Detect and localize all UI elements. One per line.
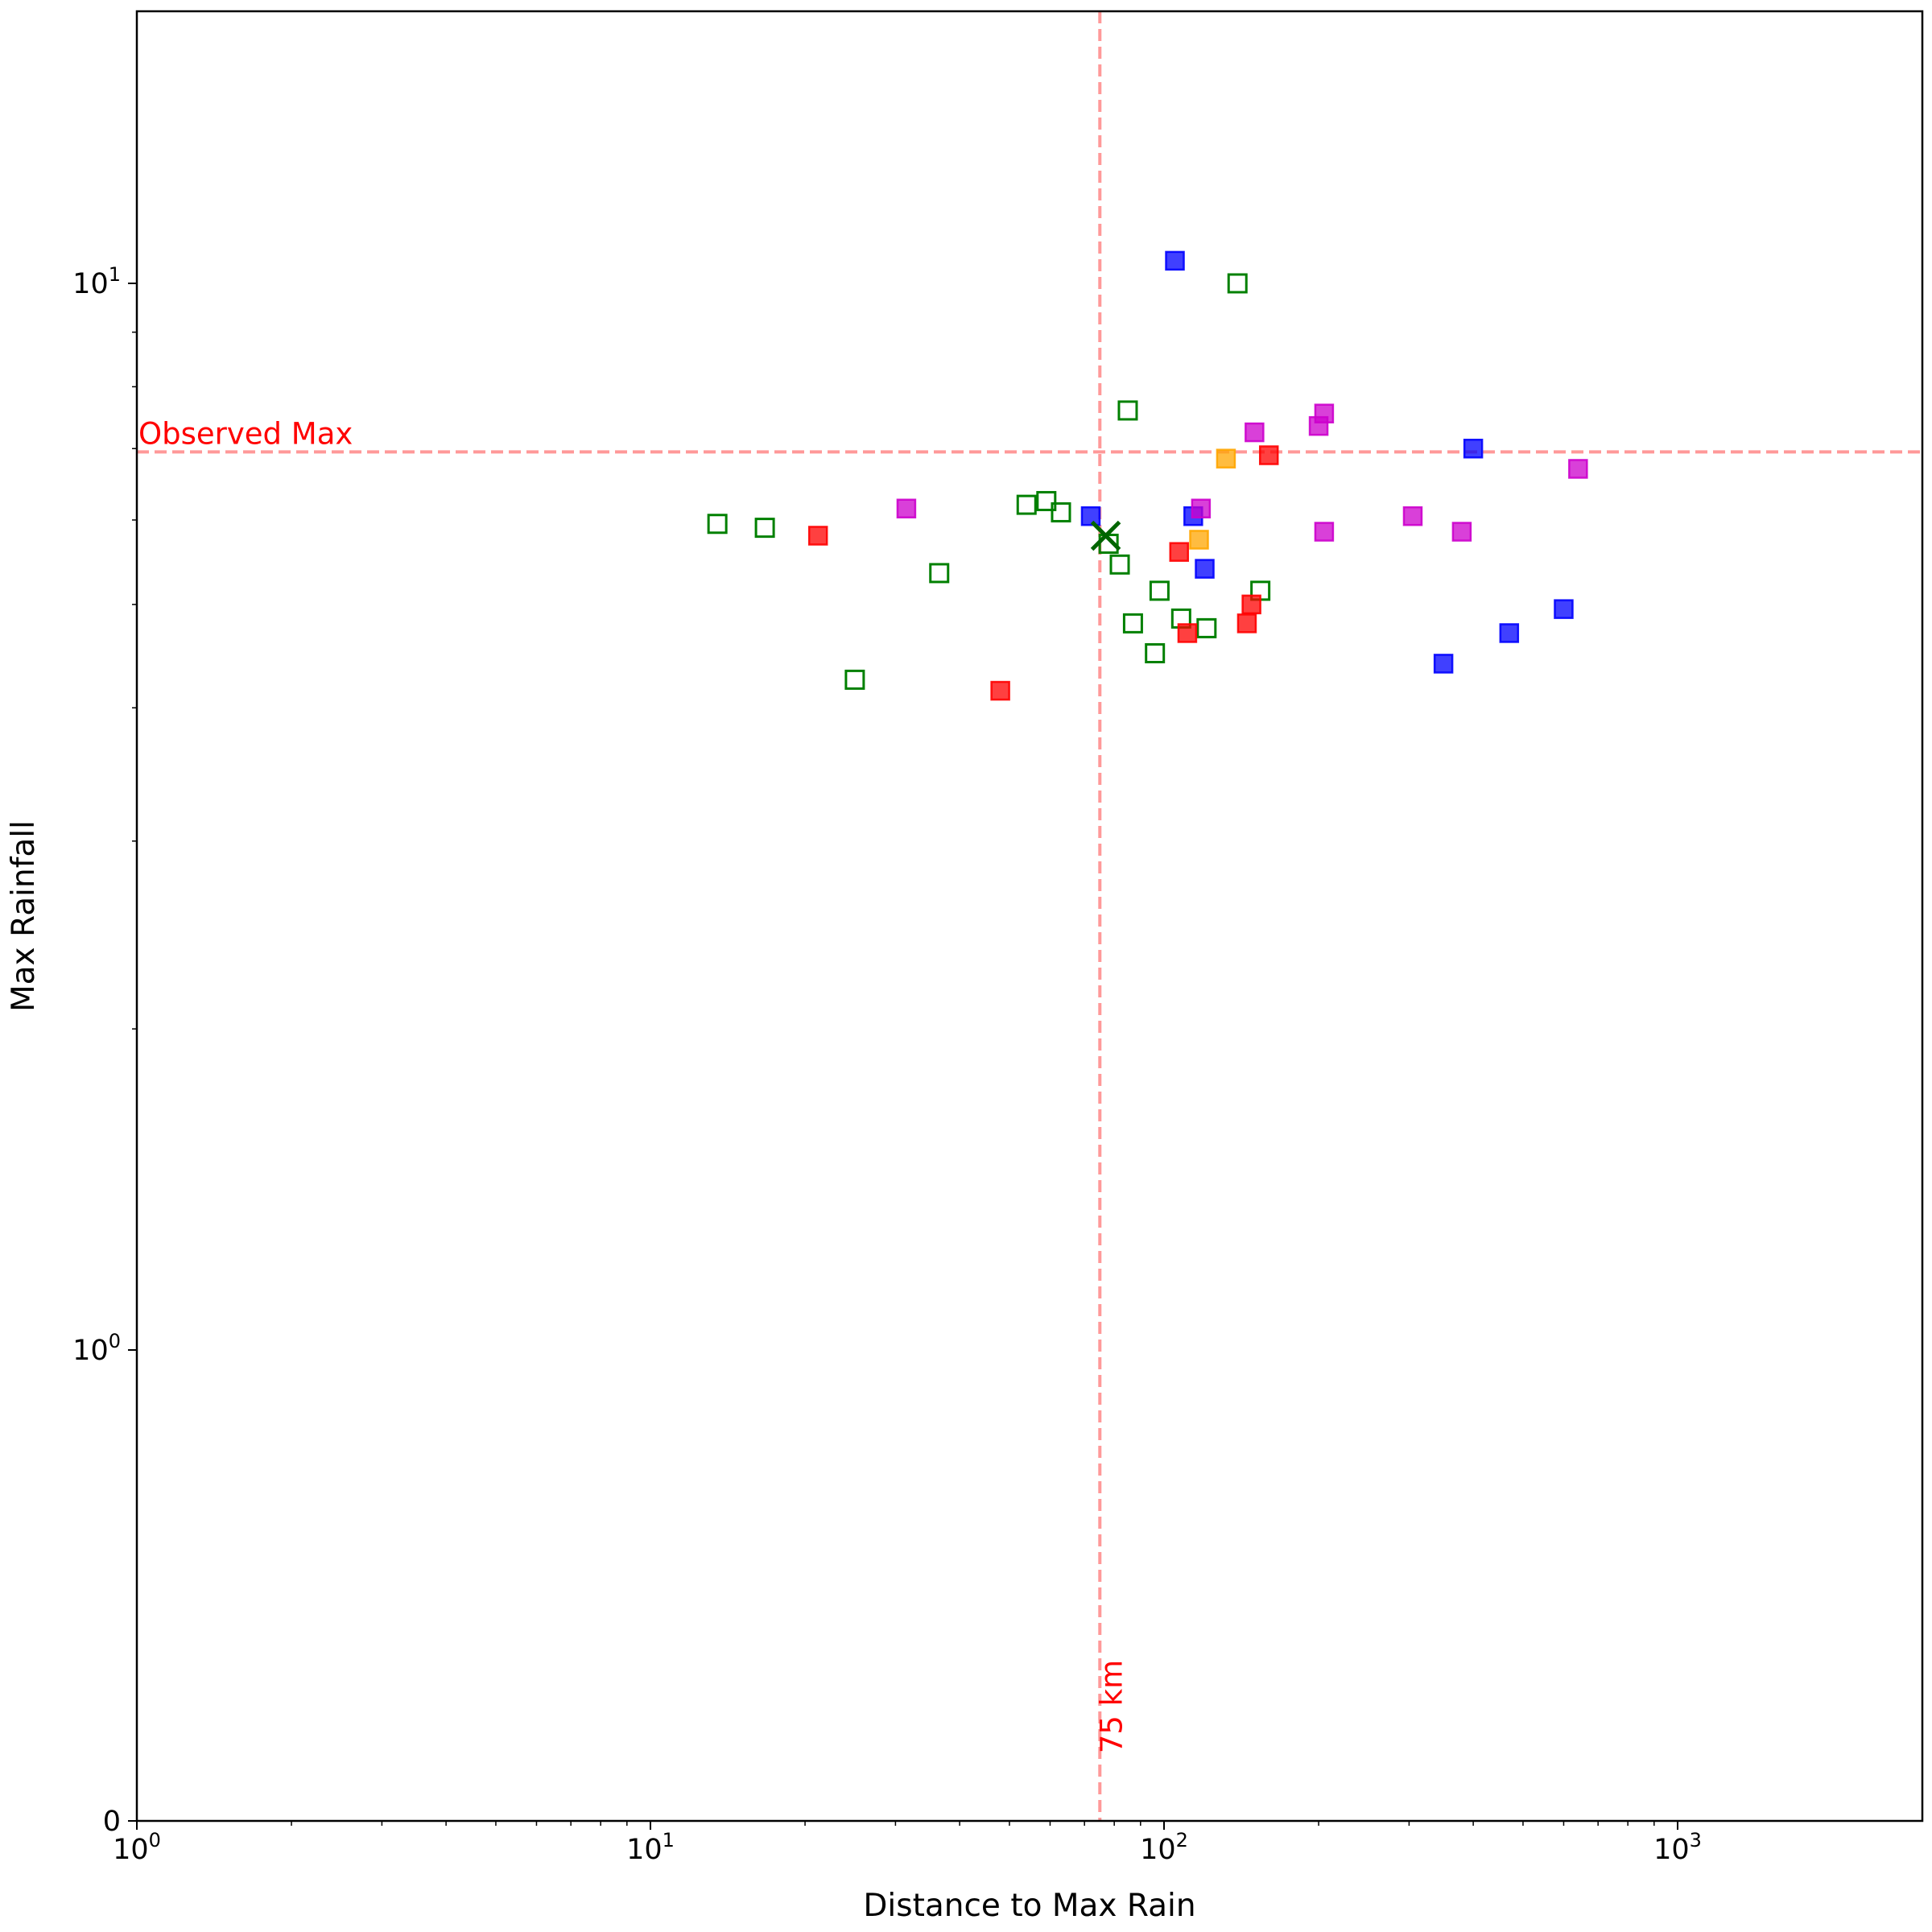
y-axis-label: Max Rainfall bbox=[6, 820, 42, 1012]
data-point-s1-5 bbox=[1241, 594, 1261, 615]
data-point-s0-6 bbox=[1051, 502, 1071, 522]
x-axis-ticks: 100 101 102 103 bbox=[113, 1821, 1702, 1866]
data-point-s2-6 bbox=[1499, 623, 1520, 643]
y-tick-label: 0 bbox=[103, 1806, 121, 1838]
data-point-s1-4 bbox=[1236, 613, 1257, 634]
data-point-s4-2 bbox=[1245, 422, 1265, 443]
data-point-s4-6 bbox=[1402, 506, 1423, 526]
x-tick-label: 102 bbox=[1140, 1829, 1188, 1866]
data-point-s1-1 bbox=[990, 680, 1010, 701]
data-point-s0-9 bbox=[1117, 400, 1138, 421]
data-point-s0-11 bbox=[1145, 642, 1166, 663]
distance-threshold-label: 75 km bbox=[1094, 1660, 1129, 1753]
data-point-s2-3 bbox=[1195, 559, 1215, 579]
data-point-s4-8 bbox=[1568, 459, 1588, 479]
data-point-s2-5 bbox=[1463, 438, 1484, 459]
data-point-s4-7 bbox=[1451, 522, 1472, 542]
data-point-s2-7 bbox=[1554, 599, 1574, 619]
data-point-s0-8 bbox=[1109, 554, 1130, 575]
y-axis-ticks: 0 100 101 bbox=[72, 263, 137, 1838]
data-point-s3-1 bbox=[1216, 448, 1236, 469]
x-tick-label: 100 bbox=[113, 1829, 161, 1866]
highlight-x-stroke-b bbox=[1090, 520, 1121, 551]
data-point-s0-10 bbox=[1122, 613, 1143, 634]
data-point-s2-0 bbox=[1080, 506, 1101, 526]
y-tick-label: 100 bbox=[72, 1330, 121, 1367]
data-point-s0-15 bbox=[1227, 273, 1248, 294]
data-point-s0-0 bbox=[707, 514, 728, 535]
observed-max-label: Observed Max bbox=[138, 416, 353, 451]
data-point-s0-2 bbox=[844, 669, 865, 690]
data-point-s4-4 bbox=[1314, 403, 1335, 423]
data-point-s0-3 bbox=[929, 563, 950, 584]
data-point-s4-0 bbox=[896, 498, 917, 518]
data-point-s0-5 bbox=[1036, 490, 1057, 511]
plot-frame bbox=[135, 10, 1924, 1823]
reference-lines: Observed Max 75 km bbox=[137, 11, 1922, 1821]
data-point-s3-0 bbox=[1189, 530, 1209, 550]
highlight-marker bbox=[1090, 520, 1121, 551]
x-tick-label: 103 bbox=[1653, 1829, 1702, 1866]
data-point-s0-4 bbox=[1016, 494, 1037, 515]
x-axis-label: Distance to Max Rain bbox=[863, 1888, 1195, 1924]
data-point-s1-6 bbox=[1258, 445, 1279, 465]
data-point-s0-1 bbox=[754, 518, 775, 539]
x-tick-label: 101 bbox=[626, 1829, 675, 1866]
data-point-s2-1 bbox=[1165, 250, 1185, 271]
y-tick-label: 101 bbox=[72, 263, 121, 300]
data-point-s4-1 bbox=[1191, 498, 1212, 518]
data-point-s2-4 bbox=[1433, 654, 1454, 674]
data-point-s1-2 bbox=[1169, 542, 1189, 562]
data-point-s0-12 bbox=[1149, 580, 1170, 601]
data-point-s1-0 bbox=[807, 526, 828, 546]
data-points bbox=[707, 250, 1588, 701]
data-point-s4-5 bbox=[1314, 522, 1335, 542]
data-point-s1-3 bbox=[1177, 623, 1198, 643]
data-point-s0-14 bbox=[1196, 617, 1217, 638]
